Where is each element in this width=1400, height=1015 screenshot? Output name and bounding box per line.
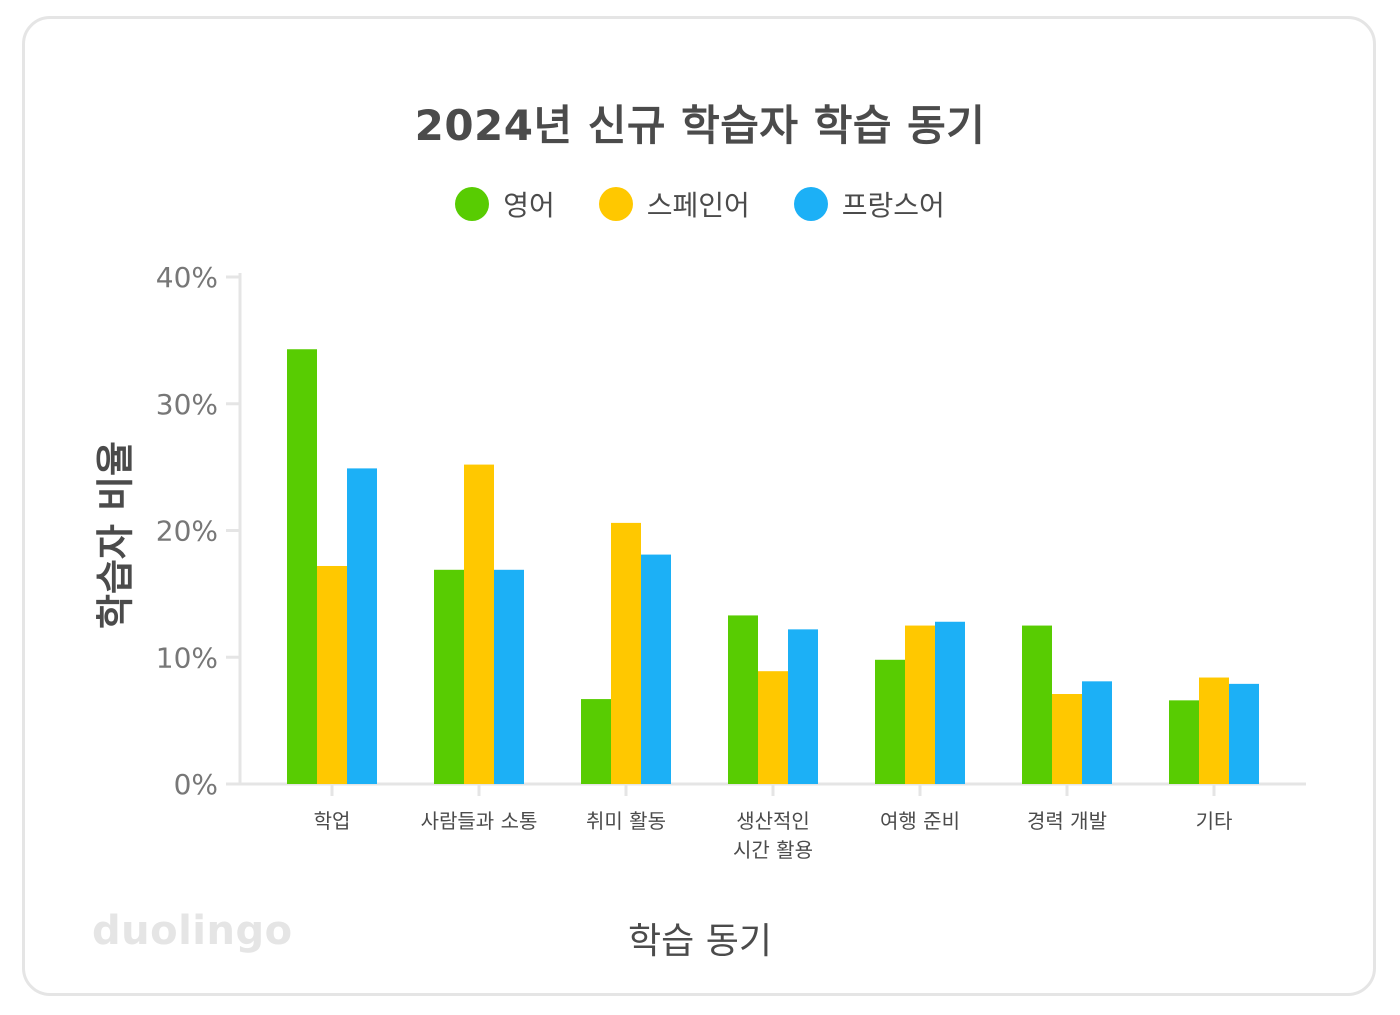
legend-swatch-french <box>793 187 828 221</box>
y-tick-label: 40% <box>156 261 218 294</box>
x-tick-label: 취미 활동 <box>586 809 666 833</box>
bar <box>641 554 671 784</box>
bar <box>287 349 317 784</box>
bar <box>464 464 494 784</box>
x-tick-label: 사람들과 소통 <box>421 809 538 833</box>
legend-item-spanish: 스페인어 <box>598 184 750 224</box>
legend-item-french: 프랑스어 <box>793 184 945 224</box>
x-tick-label: 생산적인 시간 활용 <box>733 809 813 862</box>
x-tick-label: 학업 <box>314 809 351 833</box>
bar <box>905 625 935 784</box>
bar <box>758 671 788 784</box>
bar <box>788 629 818 784</box>
bar <box>1052 694 1082 784</box>
bar <box>317 565 347 784</box>
legend-label-english: 영어 <box>503 189 555 222</box>
bar <box>728 615 758 784</box>
x-tick-label: 여행 준비 <box>880 809 960 833</box>
x-axis-title: 학습 동기 <box>628 921 772 962</box>
bar <box>1229 683 1259 784</box>
bar <box>1022 625 1052 784</box>
duolingo-logo: duolingo <box>92 908 293 954</box>
legend-swatch-english <box>455 187 490 221</box>
y-tick-label: 0% <box>174 768 218 801</box>
bar <box>875 659 905 784</box>
x-tick-label: 경력 개발 <box>1027 809 1107 833</box>
bar <box>581 699 611 784</box>
x-tick-label: 기타 <box>1196 809 1233 833</box>
legend: 영어 스페인어 프랑스어 <box>0 184 1400 224</box>
y-tick-label: 30% <box>156 388 218 421</box>
legend-label-spanish: 스페인어 <box>646 189 750 222</box>
bar <box>1082 681 1112 784</box>
chart-card <box>22 16 1376 996</box>
bar <box>1169 700 1199 784</box>
bar <box>434 569 464 784</box>
bar <box>935 621 965 784</box>
legend-label-french: 프랑스어 <box>841 189 945 222</box>
y-tick-label: 20% <box>156 515 218 548</box>
legend-swatch-spanish <box>598 187 633 221</box>
bar <box>494 569 524 784</box>
bar <box>347 468 377 784</box>
bar <box>611 522 641 784</box>
chart-title: 2024년 신규 학습자 학습 동기 <box>414 101 986 150</box>
y-tick-label: 10% <box>156 641 218 674</box>
legend-item-english: 영어 <box>455 184 555 224</box>
bar <box>1199 677 1229 784</box>
